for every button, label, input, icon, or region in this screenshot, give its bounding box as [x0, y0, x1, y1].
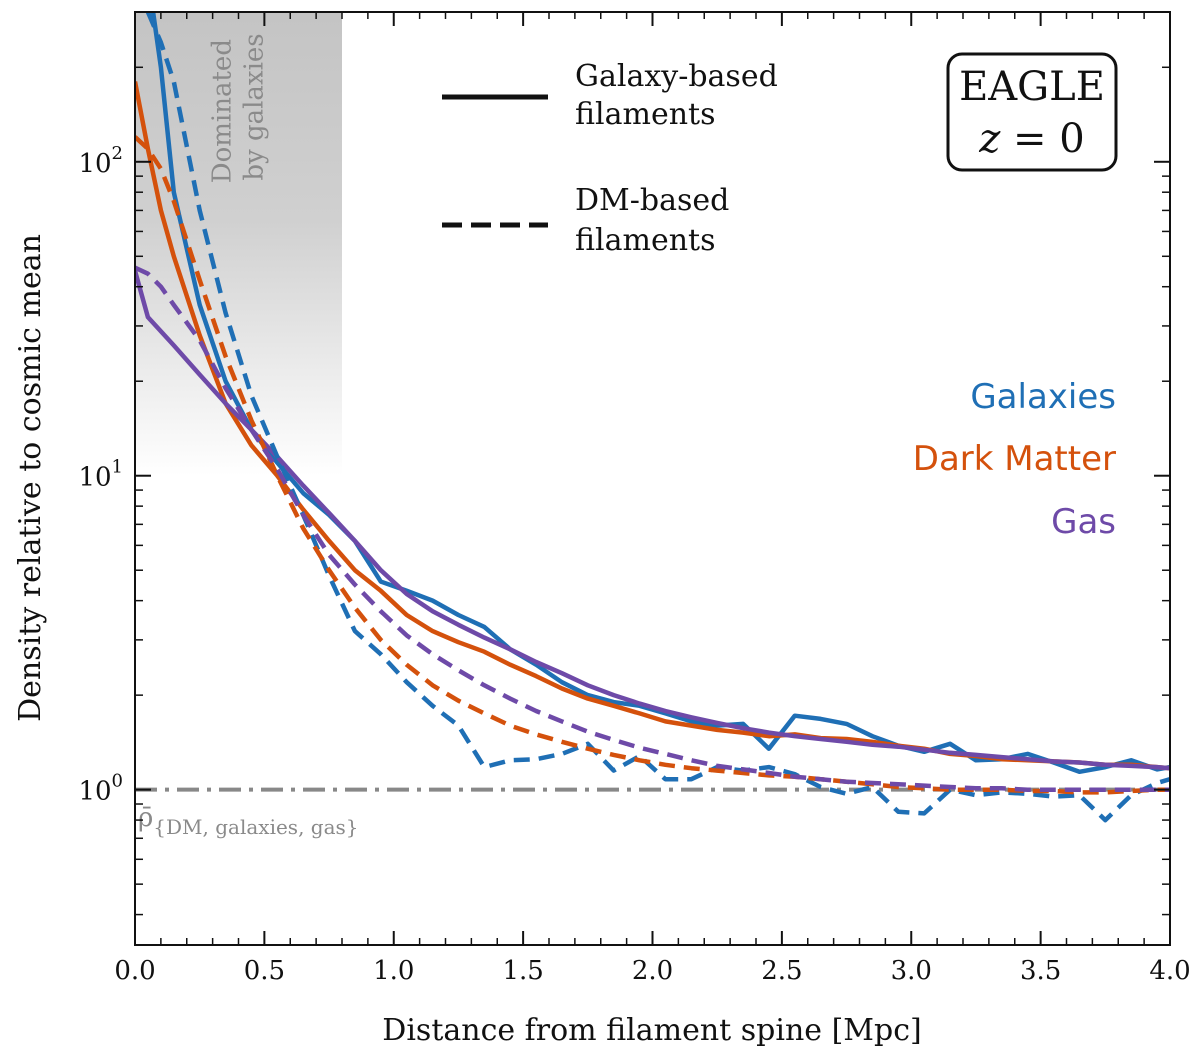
series-line-dark-matter-dm-based	[135, 135, 1170, 795]
shaded-region-label: Dominated by galaxies	[208, 31, 270, 183]
info-box-redshift-variable: z	[978, 116, 1001, 162]
legend-dashed-label-line2: filaments	[575, 223, 715, 258]
cosmic-mean-label: ρ̄{DM, galaxies, gas}	[138, 803, 359, 839]
y-axis-label: Density relative to cosmic mean	[13, 234, 48, 722]
shaded-region-label-line1: Dominated	[208, 39, 238, 183]
y-tick-label: 100	[78, 771, 123, 807]
series-lines	[135, 12, 1170, 823]
series-label-dark-matter: Dark Matter	[913, 439, 1116, 479]
info-box-redshift-value: = 0	[1000, 116, 1084, 162]
info-box: EAGLE z = 0	[946, 52, 1118, 172]
shaded-region-label-line2: by galaxies	[240, 33, 270, 180]
legend-solid-label-line1: Galaxy-based	[575, 59, 778, 94]
legend-solid-label-line2: filaments	[575, 97, 715, 132]
y-tick-label: 102	[78, 143, 123, 179]
x-tick-label: 4.0	[1149, 956, 1190, 986]
series-label-gas: Gas	[1051, 502, 1116, 542]
x-tick-label: 3.5	[1020, 956, 1061, 986]
x-tick-label: 0.5	[244, 956, 285, 986]
x-tick-label: 2.5	[761, 956, 802, 986]
legend-dashed-label-line1: DM-based	[575, 183, 729, 218]
info-box-title: EAGLE	[959, 64, 1105, 110]
x-tick-label: 1.5	[502, 956, 543, 986]
x-tick-label: 0.0	[114, 956, 155, 986]
cosmic-mean-subscript: {DM, galaxies, gas}	[153, 815, 358, 839]
series-label-galaxies: Galaxies	[970, 377, 1116, 417]
x-axis-label: Distance from filament spine [Mpc]	[382, 1013, 921, 1048]
series-line-galaxies-dm-based	[145, 12, 1170, 823]
x-tick-label: 1.0	[373, 956, 414, 986]
x-tick-label: 3.0	[891, 956, 932, 986]
series-line-gas-galaxy-based	[135, 270, 1170, 771]
info-box-frame	[946, 52, 1118, 172]
series-line-gas-dm-based	[135, 265, 1170, 792]
y-tick-label: 101	[78, 457, 123, 493]
cosmic-mean-symbol: ρ̄	[138, 803, 153, 833]
info-box-redshift: z = 0	[978, 116, 1084, 162]
axis-ticks: 0.0 0.5 1.0 1.5 2.0 2.5 3.0 3.5 4.0 100 101 102	[78, 11, 1191, 986]
x-tick-label: 2.0	[632, 956, 673, 986]
series-color-labels: Galaxies Dark Matter Gas	[913, 377, 1116, 542]
legend: Galaxy-based filaments DM-based filament…	[442, 59, 778, 258]
